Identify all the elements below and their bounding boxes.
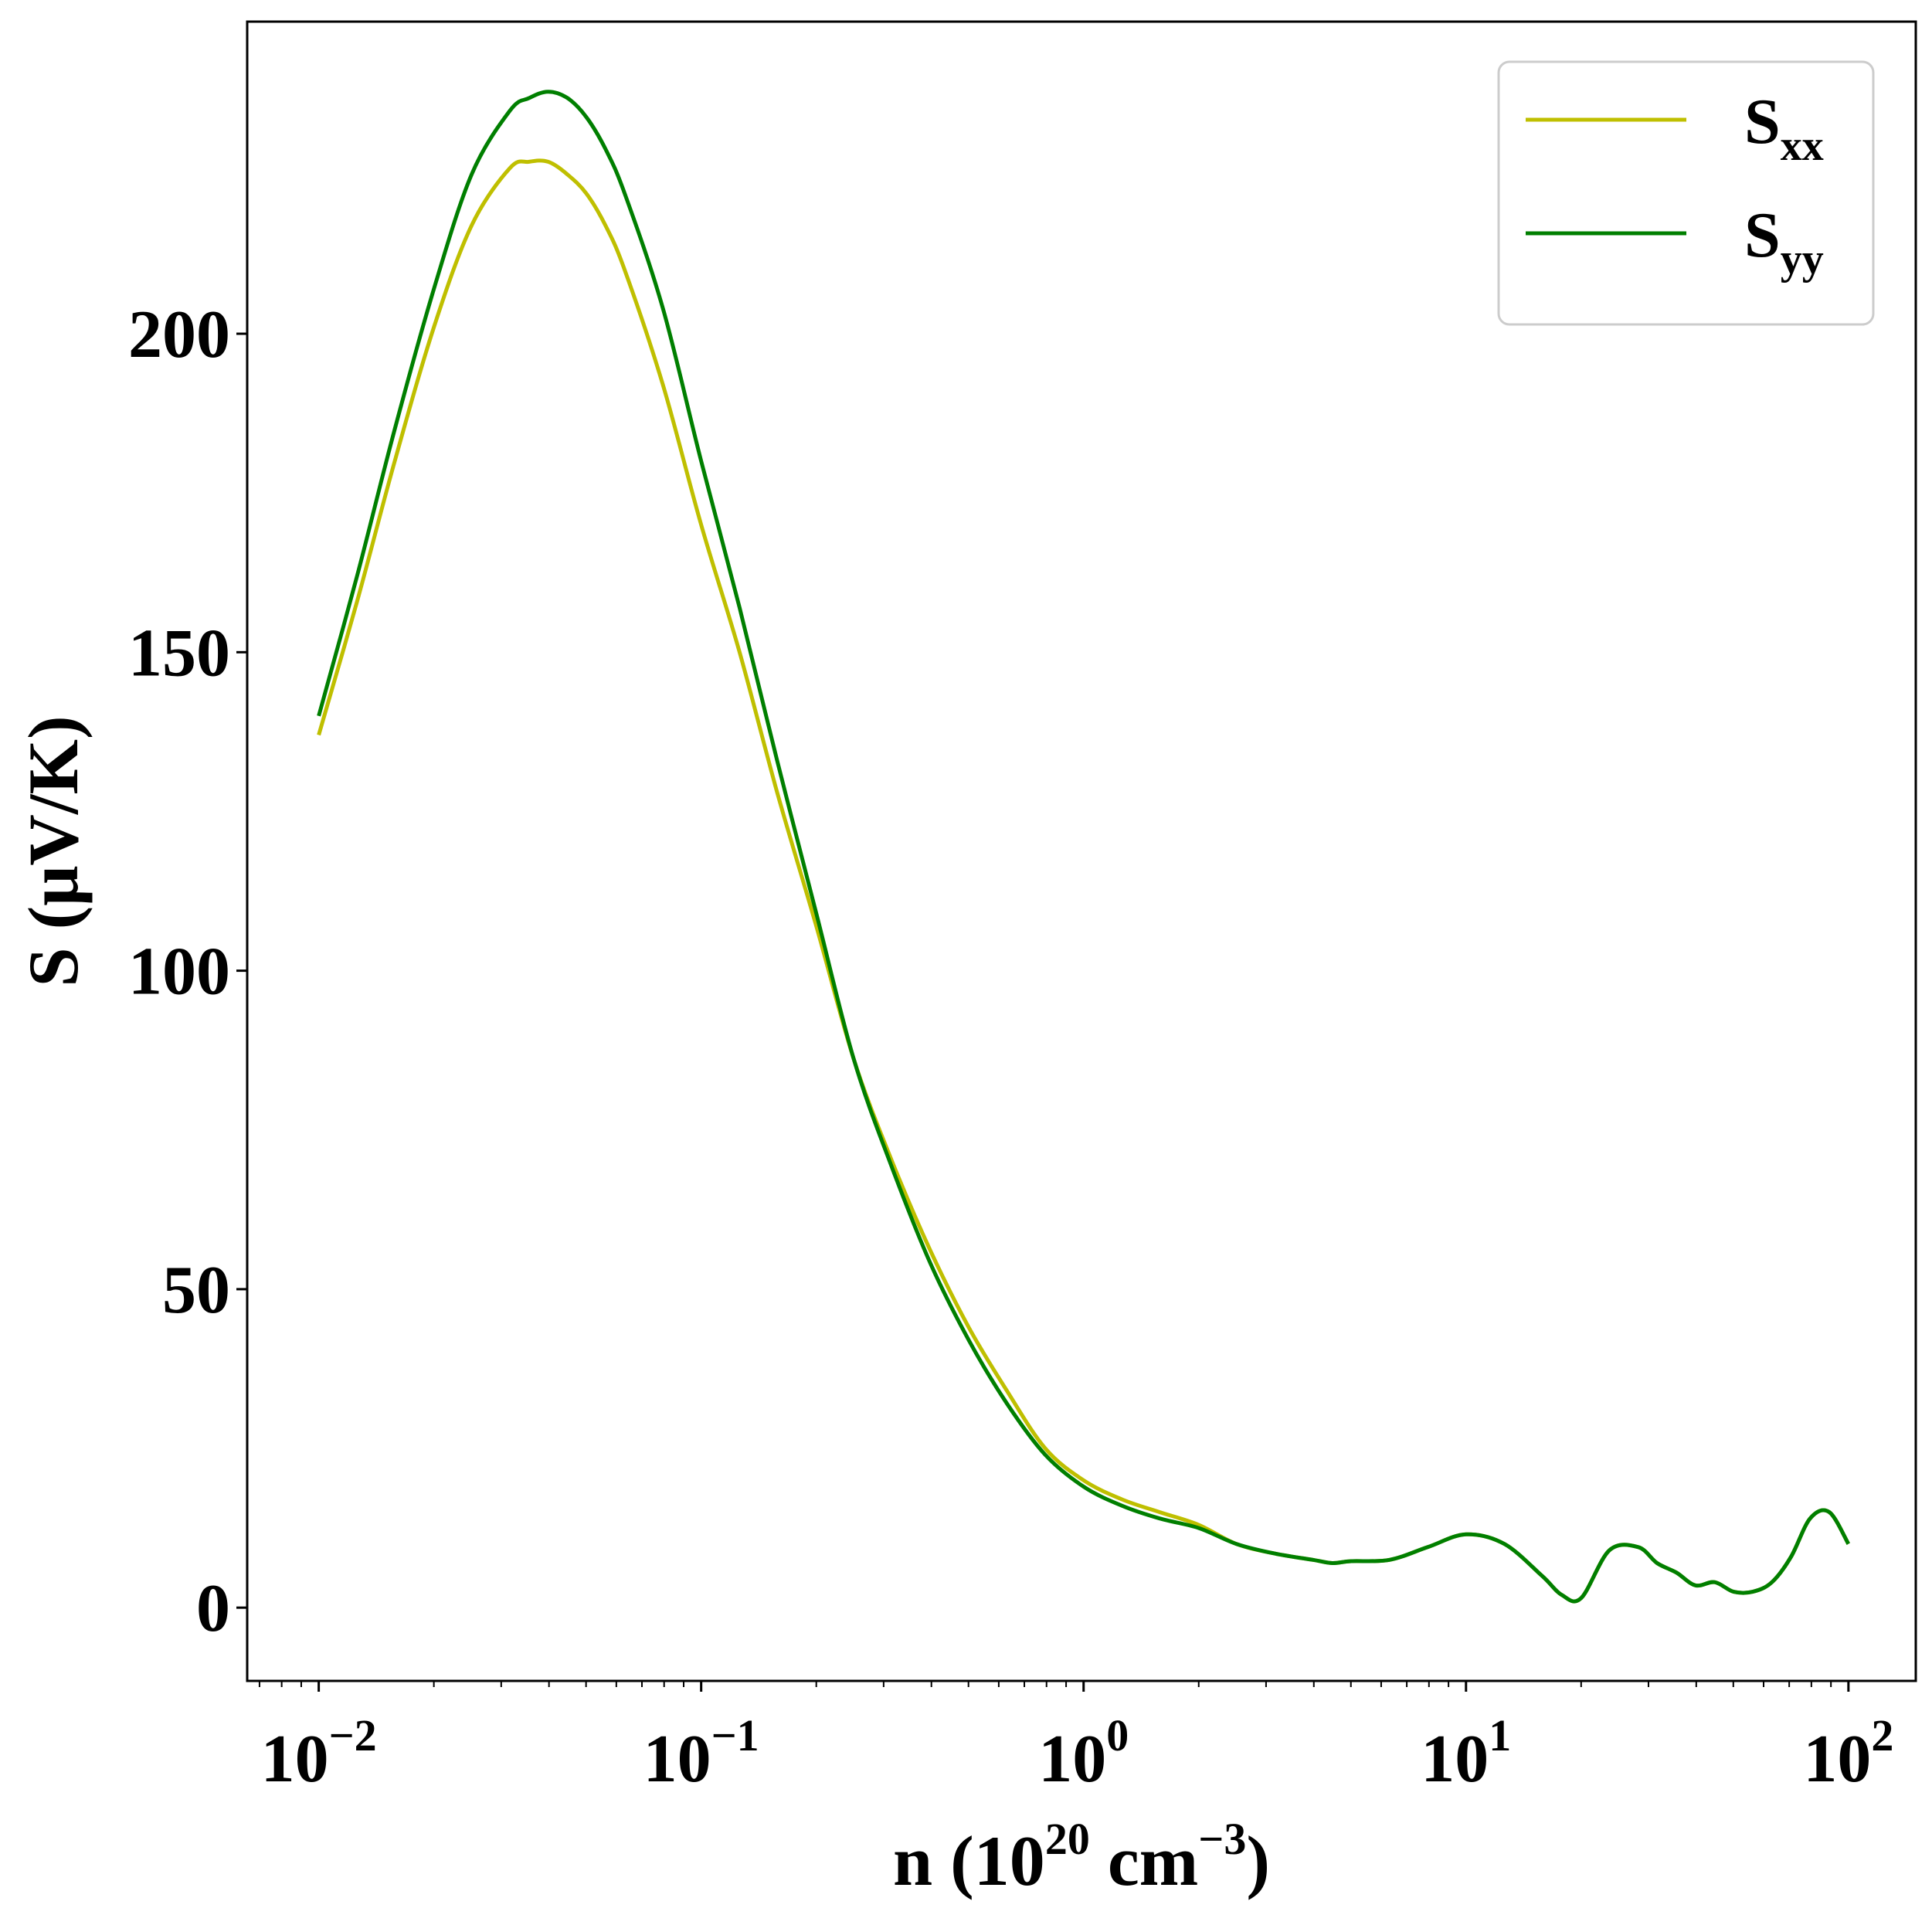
x-axis-label-unit: cm bbox=[1090, 1821, 1198, 1900]
y-tick-label: 200 bbox=[128, 297, 230, 372]
x-tick-label: 10−2 bbox=[261, 1710, 377, 1797]
x-axis-label-suffix: ) bbox=[1246, 1821, 1270, 1900]
x-axis-label-exponent: 20 bbox=[1045, 1814, 1090, 1864]
x-axis-label-prefix: n (10 bbox=[893, 1821, 1045, 1900]
x-axis-label-unit-exponent: −3 bbox=[1198, 1814, 1246, 1864]
series-line-yy bbox=[317, 90, 1850, 1604]
legend-label-syy-sub: yy bbox=[1781, 236, 1824, 283]
x-tick-label: 101 bbox=[1421, 1710, 1511, 1797]
legend-box bbox=[1497, 60, 1875, 326]
plot-frame bbox=[246, 20, 1917, 1682]
legend-label-sxx-main: S bbox=[1744, 86, 1781, 158]
y-tick-label: 50 bbox=[162, 1253, 230, 1328]
x-tick-label: 102 bbox=[1803, 1710, 1893, 1797]
y-tick-label: 0 bbox=[196, 1571, 230, 1646]
x-tick-label: 100 bbox=[1038, 1710, 1129, 1797]
y-axis-label: S (μV/K) bbox=[14, 715, 93, 986]
y-tick-label: 100 bbox=[128, 935, 230, 1010]
legend-label-sxx: Sxx bbox=[1744, 86, 1824, 170]
x-tick-label: 10−1 bbox=[643, 1710, 759, 1797]
legend-label-syy-main: S bbox=[1744, 199, 1781, 271]
y-tick-label: 150 bbox=[128, 616, 230, 691]
legend-label-sxx-sub: xx bbox=[1781, 122, 1824, 170]
legend: Sxx Syy bbox=[1497, 60, 1875, 326]
axes: 0 50 100 150 200 10−2 10−1 100 101 102 bbox=[128, 297, 1893, 1797]
series-lines bbox=[317, 90, 1850, 1604]
x-axis-label: n (1020 cm−3) bbox=[893, 1814, 1270, 1900]
legend-label-syy: Syy bbox=[1744, 199, 1824, 283]
